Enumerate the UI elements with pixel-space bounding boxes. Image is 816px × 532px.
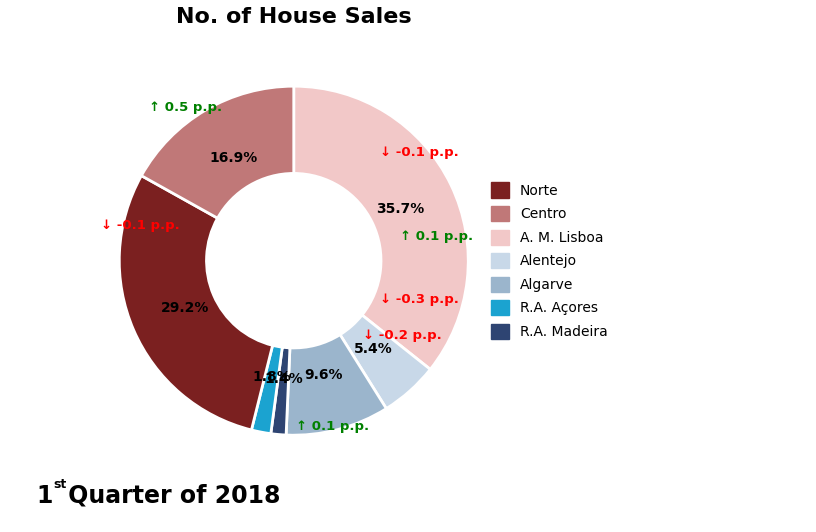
Wedge shape <box>119 176 273 430</box>
Text: ↓ -0.2 p.p.: ↓ -0.2 p.p. <box>362 329 441 342</box>
Text: ↓ -0.1 p.p.: ↓ -0.1 p.p. <box>380 146 459 159</box>
Wedge shape <box>271 347 290 435</box>
Text: 29.2%: 29.2% <box>161 301 209 315</box>
Text: ↑ 0.5 p.p.: ↑ 0.5 p.p. <box>149 101 222 114</box>
Wedge shape <box>141 86 294 218</box>
Text: ↓ -0.1 p.p.: ↓ -0.1 p.p. <box>101 219 180 232</box>
Text: 16.9%: 16.9% <box>210 152 258 165</box>
Text: 9.6%: 9.6% <box>304 369 344 383</box>
Wedge shape <box>294 86 468 369</box>
Text: Quarter of 2018: Quarter of 2018 <box>60 484 281 508</box>
Legend: Norte, Centro, A. M. Lisboa, Alentejo, Algarve, R.A. Açores, R.A. Madeira: Norte, Centro, A. M. Lisboa, Alentejo, A… <box>484 176 614 346</box>
Text: 1: 1 <box>37 484 53 508</box>
Text: ↑ 0.1 p.p.: ↑ 0.1 p.p. <box>401 230 473 243</box>
Text: st: st <box>53 478 66 492</box>
Title: No. of House Sales: No. of House Sales <box>176 7 411 27</box>
Text: 1.8%: 1.8% <box>252 370 290 384</box>
Wedge shape <box>340 315 430 409</box>
Text: 1.4%: 1.4% <box>264 372 303 386</box>
Text: ↓ -0.3 p.p.: ↓ -0.3 p.p. <box>380 293 459 305</box>
Text: 5.4%: 5.4% <box>353 342 392 356</box>
Wedge shape <box>251 345 282 434</box>
Wedge shape <box>286 335 386 435</box>
Text: ↑ 0.1 p.p.: ↑ 0.1 p.p. <box>295 420 369 433</box>
Text: 35.7%: 35.7% <box>376 202 425 216</box>
